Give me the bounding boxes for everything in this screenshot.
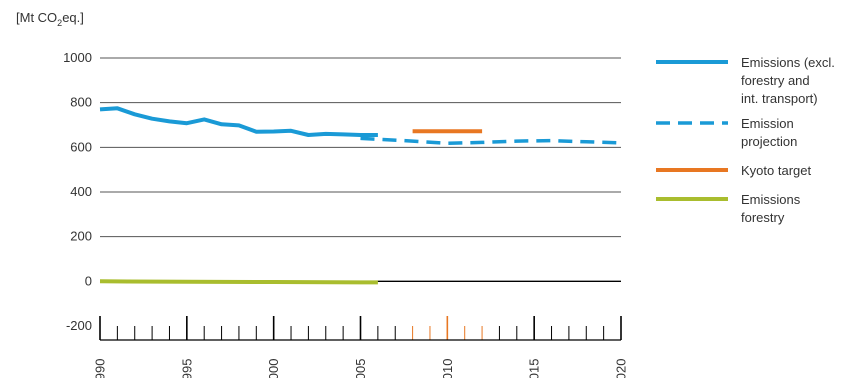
x-tick-label: 2005 [353,359,368,378]
legend-label-line: projection [741,134,797,149]
y-axis-labels: 1000 800 600 400 200 0 -200 [63,50,92,333]
x-tick-label: 2010 [440,359,455,378]
y-axis-unit-label: [Mt CO2eq.] [16,10,84,28]
legend-label-line: Emissions [741,192,801,207]
gridlines [100,57,621,238]
legend-label-line: int. transport) [741,91,818,106]
y-tick-label: 1000 [63,50,92,65]
legend: Emissions (excl. forestry and int. transpo… [656,55,835,225]
x-tick-label: 2015 [527,359,542,378]
series-line-1 [360,136,622,146]
x-axis [99,280,622,341]
legend-label-line: Emissions (excl. [741,55,835,70]
y-tick-label: 400 [70,184,92,199]
x-axis-labels: 1990 1995 2000 2005 2010 2015 2020 [93,359,629,378]
y-tick-label: 600 [70,139,92,154]
legend-label-line: forestry [741,210,785,225]
y-tick-label: -200 [66,318,92,333]
legend-label-line: Emission [741,116,794,131]
legend-label-line: forestry and [741,73,810,88]
unit-label-subscript: 2 [57,18,62,28]
x-tick-label: 1990 [93,359,108,378]
legend-label-line: Kyoto target [741,163,811,178]
series-line-3 [99,279,378,285]
unit-label-suffix: eq.] [62,10,84,25]
x-tick-label: 2000 [266,359,281,378]
y-tick-label: 800 [70,95,92,110]
y-tick-label: 0 [85,273,92,288]
y-tick-label: 200 [70,229,92,244]
unit-label-prefix: [Mt CO [16,10,57,25]
series-line-0 [99,106,378,137]
x-tick-label: 2020 [614,359,629,378]
x-tick-label: 1995 [179,359,194,378]
series-lines [99,106,622,285]
